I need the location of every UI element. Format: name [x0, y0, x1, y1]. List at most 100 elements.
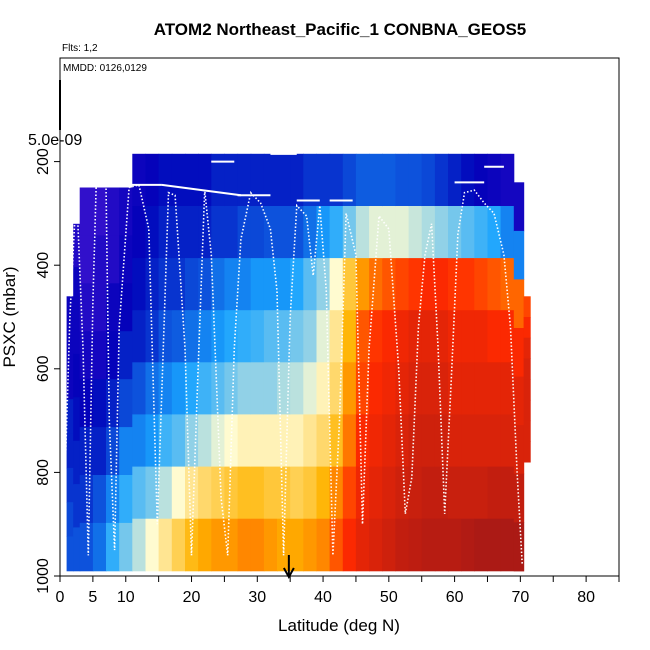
heatmap-cell — [434, 206, 449, 259]
heatmap-cell — [500, 258, 515, 311]
heatmap-cell — [277, 310, 291, 363]
heatmap-cell — [408, 414, 423, 467]
heatmap-cell — [369, 206, 383, 259]
heatmap-cell — [132, 362, 146, 415]
heatmap-cell — [355, 310, 370, 363]
heatmap-cell — [382, 414, 396, 467]
heatmap-cell — [106, 522, 120, 572]
heatmap-cell — [513, 473, 525, 523]
heatmap-cell — [132, 310, 146, 363]
heatmap-cell — [500, 518, 515, 572]
heatmap-cell — [487, 414, 502, 467]
heatmap-cell — [290, 362, 304, 415]
heatmap-cell — [316, 153, 331, 207]
heatmap-cell — [474, 258, 488, 311]
heatmap-cell — [158, 153, 173, 207]
heatmap-cell — [198, 466, 212, 520]
heatmap-cell — [474, 362, 488, 415]
heatmap-cell — [171, 310, 186, 363]
heatmap-cell — [342, 466, 357, 520]
y-tick-label: 400 — [35, 252, 52, 279]
heatmap-cell — [500, 362, 515, 415]
flights-note: Flts: 1,2 — [62, 43, 98, 54]
heatmap-cell — [474, 518, 488, 572]
heatmap-cell — [158, 518, 173, 572]
heatmap-cell — [211, 206, 225, 259]
heatmap-cell — [237, 206, 252, 259]
heatmap-cell — [382, 362, 396, 415]
heatmap-cell — [145, 153, 160, 207]
heatmap-cell — [211, 466, 225, 520]
heatmap-cell — [395, 362, 410, 415]
heatmap-cell — [119, 379, 133, 428]
heatmap-cell — [185, 466, 199, 520]
heatmap-cell — [290, 153, 304, 207]
heatmap-cell — [395, 206, 410, 259]
heatmap-cell — [303, 466, 317, 520]
heatmap-cell — [342, 206, 357, 259]
heatmap-cell — [250, 466, 265, 520]
x-tick-label: 70 — [511, 589, 529, 606]
heatmap-cell — [185, 153, 199, 207]
heatmap-cell — [224, 310, 239, 363]
heatmap-cell — [369, 153, 383, 207]
heatmap-cell — [66, 399, 74, 434]
heatmap-cell — [73, 484, 81, 528]
heatmap-cell — [421, 362, 436, 415]
heatmap-cell — [342, 414, 357, 467]
heatmap-cell — [263, 153, 278, 207]
heatmap-cell — [250, 153, 265, 207]
heatmap-cell — [421, 258, 436, 311]
heatmap-cell — [92, 522, 107, 572]
x-tick-label: 0 — [56, 589, 65, 606]
heatmap-cell — [132, 466, 146, 520]
heatmap-cell — [290, 414, 304, 467]
heatmap-cell — [487, 466, 502, 520]
heatmap-cell — [474, 466, 488, 520]
heatmap-cell — [329, 414, 344, 467]
heatmap-cell — [523, 379, 531, 401]
y-axis: 200 400 600 800 1000 — [35, 148, 60, 594]
heatmap-cell — [132, 206, 146, 259]
heatmap-cell — [329, 258, 344, 311]
heatmap-cell — [79, 235, 94, 284]
heatmap-cell — [342, 258, 357, 311]
heatmap-cell — [290, 518, 304, 572]
heatmap-cell — [474, 310, 488, 363]
heatmap-cell — [92, 283, 107, 332]
heatmap-cell — [303, 362, 317, 415]
heatmap-cell — [408, 206, 423, 259]
heatmap-cell — [106, 235, 120, 284]
heatmap-cell — [395, 518, 410, 572]
heatmap-cell — [277, 153, 291, 207]
heatmap-cell — [382, 153, 396, 207]
heatmap-cell — [66, 364, 74, 400]
heatmap-cell — [185, 206, 199, 259]
heatmap-cell — [421, 310, 436, 363]
dates-note: MMDD: 0126,0129 — [63, 63, 147, 74]
heatmap-cell — [461, 206, 475, 259]
heatmap-cell — [303, 414, 317, 467]
heatmap-cell — [237, 153, 252, 207]
x-tick-label: 80 — [577, 589, 595, 606]
heatmap-cell — [369, 310, 383, 363]
heatmap-cell — [224, 206, 239, 259]
heatmap-cell — [73, 353, 81, 398]
heatmap-cell — [513, 425, 525, 475]
heatmap-cell — [66, 330, 74, 366]
heatmap-cell — [158, 362, 173, 415]
heatmap-cell — [448, 362, 462, 415]
heatmap-cell — [198, 414, 212, 467]
heatmap-cell — [119, 522, 133, 572]
heatmap-cell — [145, 414, 160, 467]
x-axis: 0 5 10 20 30 40 50 60 70 80 — [56, 576, 620, 606]
y-tick-label: 1000 — [35, 558, 52, 594]
heatmap-cell — [263, 362, 278, 415]
heatmap-cell — [461, 362, 475, 415]
heatmap-cell — [224, 414, 239, 467]
heatmap-cell — [145, 258, 160, 311]
heatmap-cell — [382, 258, 396, 311]
heatmap-cell — [171, 518, 186, 572]
heatmap-cell — [224, 518, 239, 572]
heatmap-cell — [329, 362, 344, 415]
